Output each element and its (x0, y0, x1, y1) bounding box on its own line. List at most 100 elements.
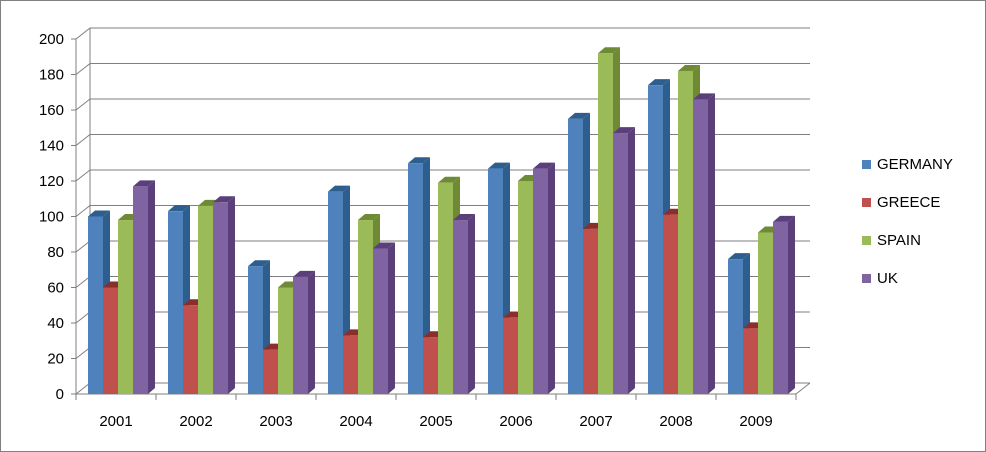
bar (133, 180, 155, 394)
x-tick-label: 2006 (499, 413, 532, 430)
legend-label: UK (877, 270, 898, 287)
bar-front (583, 228, 598, 394)
bar-top (408, 157, 430, 164)
bar-front (488, 168, 503, 394)
bar-side (388, 242, 395, 394)
bar-top (438, 176, 460, 183)
x-tick-label: 2005 (419, 413, 452, 430)
bar (373, 242, 395, 394)
gridline-connector (75, 169, 91, 182)
bar-front (248, 266, 263, 394)
bar-front (168, 211, 183, 394)
y-tick-label: 40 (47, 315, 64, 332)
bar-top (598, 47, 620, 54)
bars (88, 47, 795, 395)
bar-top (693, 93, 715, 100)
y-tick-label: 100 (39, 209, 64, 226)
bar-front (648, 85, 663, 395)
x-tick-label: 2004 (339, 413, 372, 430)
y-tick-label: 60 (47, 280, 64, 297)
bar-side (548, 162, 555, 394)
bar-side (788, 215, 795, 394)
x-tick-label: 2001 (99, 413, 132, 430)
gridline-connector (75, 63, 91, 75)
x-tick-label: 2003 (259, 413, 292, 430)
x-tick-label: 2008 (659, 413, 692, 430)
bar-front (773, 221, 788, 394)
bar-top (248, 260, 270, 267)
bar-top (293, 270, 315, 277)
bar-top (168, 205, 190, 212)
bar-front (693, 99, 708, 394)
legend: GERMANY GREECE SPAIN UK (862, 156, 953, 287)
bar-side (468, 214, 475, 394)
gridline-connector (75, 311, 91, 324)
bar-front (118, 220, 133, 394)
bar-front (503, 317, 518, 394)
bar-top (773, 215, 795, 222)
bar-front (743, 328, 758, 394)
gridline-connector (75, 276, 91, 288)
y-tick-label: 140 (39, 138, 64, 155)
legend-swatch (862, 160, 871, 169)
bar (293, 270, 315, 394)
gridline-connector (75, 240, 91, 253)
bar-top (373, 242, 395, 249)
bar-top (133, 180, 155, 187)
bar-top (568, 112, 590, 119)
bar-front (103, 287, 118, 394)
bar-front (183, 305, 198, 394)
bar-front (263, 349, 278, 394)
bar (533, 162, 555, 394)
x-tick-labels: 2001 2002 2003 2004 2005 2006 2007 2008 2009 (99, 413, 772, 430)
bar (213, 196, 235, 394)
bar-front (758, 232, 773, 394)
bar-top (613, 127, 635, 134)
bar-front (663, 214, 678, 394)
bar-front (278, 287, 293, 394)
bar-side (308, 270, 315, 394)
bar-side (628, 127, 635, 394)
bar-front (533, 168, 548, 394)
bar-top (88, 210, 110, 217)
y-tick-label: 20 (47, 351, 64, 368)
gridline-connector (75, 382, 91, 395)
bar-front (213, 202, 228, 394)
y-tick-label: 120 (39, 173, 64, 190)
legend-swatch (862, 236, 871, 245)
legend-label: SPAIN (877, 232, 921, 249)
bar-side (708, 93, 715, 394)
bar-top (728, 253, 750, 260)
bar-front (358, 220, 373, 394)
floor-edge (795, 382, 811, 395)
bar (613, 127, 635, 394)
gridline-connector (75, 134, 91, 146)
gridline-connector (75, 27, 91, 40)
x-tick-label: 2009 (739, 413, 772, 430)
bar-top (453, 214, 475, 221)
bar-front (423, 337, 438, 394)
bar-front (613, 133, 628, 394)
bar (693, 93, 715, 394)
bar-top (328, 185, 350, 192)
bar-top (648, 79, 670, 86)
gridline-connector (75, 347, 91, 359)
legend-swatch (862, 198, 871, 207)
y-tick-label: 200 (39, 31, 64, 48)
y-tick-label: 160 (39, 102, 64, 119)
bar-front (133, 186, 148, 394)
bar-top (678, 64, 700, 71)
legend-label: GREECE (877, 194, 940, 211)
bar-front (568, 118, 583, 394)
bar-front (518, 181, 533, 394)
legend-swatch (862, 274, 871, 283)
bar-front (728, 259, 743, 394)
x-tick-label: 2002 (179, 413, 212, 430)
bar-top (358, 214, 380, 221)
bar-side (228, 196, 235, 394)
bar-front (88, 216, 103, 394)
bar-top (533, 162, 555, 169)
legend-label: GERMANY (877, 156, 953, 173)
bar-front (678, 70, 693, 394)
